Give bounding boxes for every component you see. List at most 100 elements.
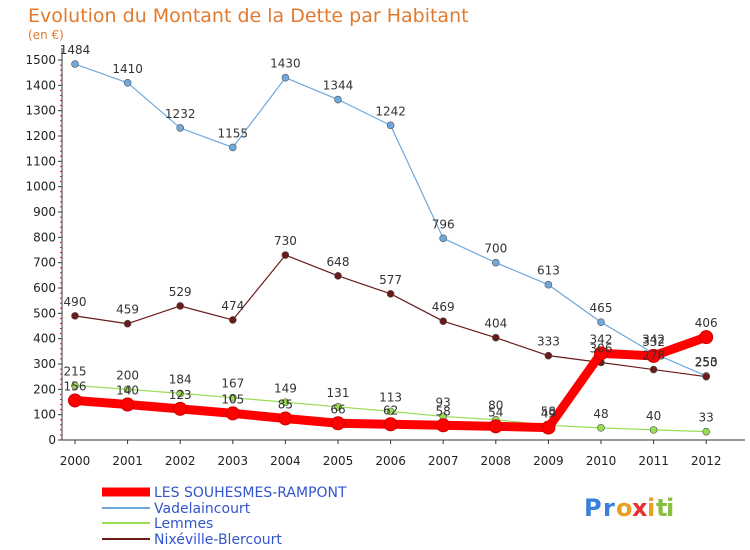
y-tick-label: 300 (33, 357, 56, 371)
data-point (71, 312, 79, 320)
data-label: 406 (695, 316, 718, 330)
data-label: 1430 (270, 57, 301, 71)
data-point (488, 419, 503, 434)
data-label: 700 (484, 242, 507, 256)
y-tick-label: 100 (33, 408, 56, 422)
x-tick-label: 2005 (323, 454, 354, 468)
x-tick-label: 2007 (428, 454, 459, 468)
x-tick-label: 2001 (112, 454, 143, 468)
data-point (597, 318, 605, 327)
logo-letter: P (584, 494, 602, 522)
data-label: 105 (221, 392, 244, 406)
logo-letter: t (656, 494, 667, 522)
data-point (386, 407, 395, 416)
data-label: 215 (64, 365, 87, 379)
data-point (491, 333, 500, 342)
data-label: 253 (695, 355, 718, 369)
x-tick-label: 2012 (691, 454, 722, 468)
x-tick-label: 2003 (218, 454, 249, 468)
data-label: 58 (541, 404, 556, 418)
data-label: 167 (221, 377, 244, 391)
data-label: 140 (116, 384, 139, 398)
data-label: 577 (379, 273, 402, 287)
y-tick-label: 900 (33, 205, 56, 219)
x-tick-label: 2009 (533, 454, 564, 468)
data-point (649, 365, 658, 374)
data-label: 66 (330, 402, 345, 416)
data-label: 113 (379, 390, 402, 404)
data-label: 54 (488, 405, 503, 419)
data-point (229, 316, 237, 324)
data-point (334, 272, 342, 280)
data-point (386, 290, 395, 298)
logo-letter: i (647, 494, 655, 522)
data-point (649, 426, 658, 434)
data-label: 796 (432, 217, 455, 231)
data-point (176, 302, 184, 310)
data-label: 156 (64, 379, 87, 393)
axes: 0 100 200 300 400 500 600 700 800 900 1000 1100 1200… (25, 48, 745, 468)
data-point (229, 393, 237, 402)
data-point (68, 393, 82, 408)
y-tick-label: 1200 (25, 129, 56, 143)
series-layer (68, 60, 714, 436)
data-point (702, 372, 711, 381)
x-tick-label: 2011 (638, 454, 669, 468)
data-label: 404 (484, 317, 507, 331)
x-tick-label: 2004 (270, 454, 301, 468)
logo-letter: i (666, 494, 674, 522)
data-point (541, 420, 556, 435)
data-label: 58 (436, 404, 451, 418)
data-point (173, 401, 188, 416)
data-point (439, 317, 448, 325)
data-point (699, 330, 714, 345)
data-point (176, 124, 184, 132)
y-tick-label: 1100 (25, 154, 56, 168)
data-point (334, 403, 342, 411)
y-tick-label: 200 (33, 382, 56, 396)
data-label: 1155 (218, 126, 249, 140)
data-label: 469 (432, 300, 455, 314)
data-point (120, 397, 135, 412)
data-point (386, 121, 395, 130)
data-label: 730 (274, 234, 297, 248)
data-label: 278 (642, 349, 665, 363)
x-tick-label: 2008 (481, 454, 512, 468)
data-label: 123 (169, 388, 192, 402)
chart-subtitle: (en €) (28, 28, 64, 42)
logo-letter: r (603, 494, 615, 522)
data-point (331, 416, 345, 431)
data-point (281, 251, 290, 259)
data-label: 1410 (112, 62, 143, 76)
y-tick-label: 700 (33, 256, 56, 270)
legend-label: Lemmes (154, 516, 213, 532)
data-label: 40 (646, 409, 661, 423)
data-label: 1484 (60, 43, 91, 57)
data-point (544, 280, 553, 289)
data-point (702, 427, 711, 436)
data-point (281, 398, 290, 407)
data-point (646, 348, 661, 363)
data-label: 613 (537, 264, 560, 278)
data-label: 184 (169, 372, 192, 386)
data-label: 342 (642, 332, 665, 346)
data-label: 1242 (375, 104, 406, 118)
data-label: 306 (590, 341, 613, 355)
y-tick-label: 1400 (25, 78, 56, 92)
data-point (229, 143, 237, 152)
x-tick-label: 2006 (375, 454, 406, 468)
data-label: 149 (274, 381, 297, 395)
legend-label: Nixéville-Blercourt (154, 532, 282, 548)
chart-title: Evolution du Montant de la Dette par Hab… (28, 5, 469, 27)
data-label: 93 (436, 395, 451, 409)
x-tick-label: 2002 (165, 454, 196, 468)
data-point (491, 258, 500, 267)
data-label: 459 (116, 303, 139, 317)
data-label: 474 (221, 299, 244, 313)
data-point (225, 406, 240, 421)
data-point (123, 319, 132, 328)
data-label: 465 (590, 301, 613, 315)
data-label: 333 (537, 335, 560, 349)
